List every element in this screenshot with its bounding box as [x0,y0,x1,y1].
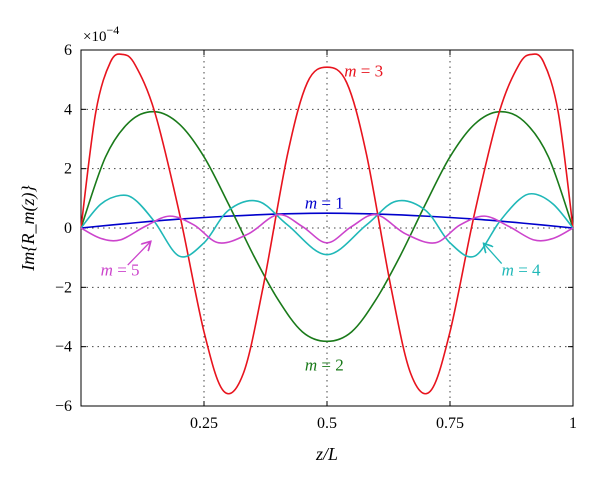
annotation-label: m = 2 [305,355,344,374]
y-tick-label: 6 [64,42,72,59]
annotation-value: = 3 [361,62,383,81]
annotation-var: m [305,355,322,374]
y-tick-label: −6 [55,398,72,415]
annotation-label: m = 4 [502,260,541,279]
annotation-var: m [502,260,519,279]
series-line-m3 [80,53,574,395]
y-multiplier-exponent: −4 [106,23,119,37]
annotation-var: m [344,62,361,81]
y-tick-label: 4 [64,101,72,118]
annotation-value: = 4 [518,260,541,279]
y-tick-label: 2 [64,161,72,178]
series-line-m2 [80,110,574,343]
x-tick-label: 0.25 [190,415,218,432]
annotation-arrow [127,242,150,266]
annotation-label: m = 5 [101,260,140,279]
annotation-var: m [305,194,322,213]
y-tick-label: 0 [64,220,72,237]
series-line-m4 [80,192,574,258]
series-line-m5 [80,213,574,244]
x-axis-label: z/L [315,444,338,464]
series-line-m1 [80,212,574,229]
annotation-arrow [484,244,503,265]
y-tick-label: −2 [55,279,72,296]
annotation-value: = 5 [117,260,139,279]
x-tick-label: 0.75 [436,415,464,432]
x-tick-label: 1 [569,415,577,432]
annotation-var: m [101,260,118,279]
annotation-value: = 2 [321,355,343,374]
y-multiplier-label: ×10−4 [83,23,119,45]
annotation-label: m = 3 [344,62,383,81]
annotation-label: m = 1 [305,194,344,213]
annotation-value: = 1 [321,194,343,213]
y-axis-label: Im{R_m(z)} [18,185,39,272]
x-tick-label: 0.5 [317,415,337,432]
y-tick-label: −4 [55,339,72,356]
